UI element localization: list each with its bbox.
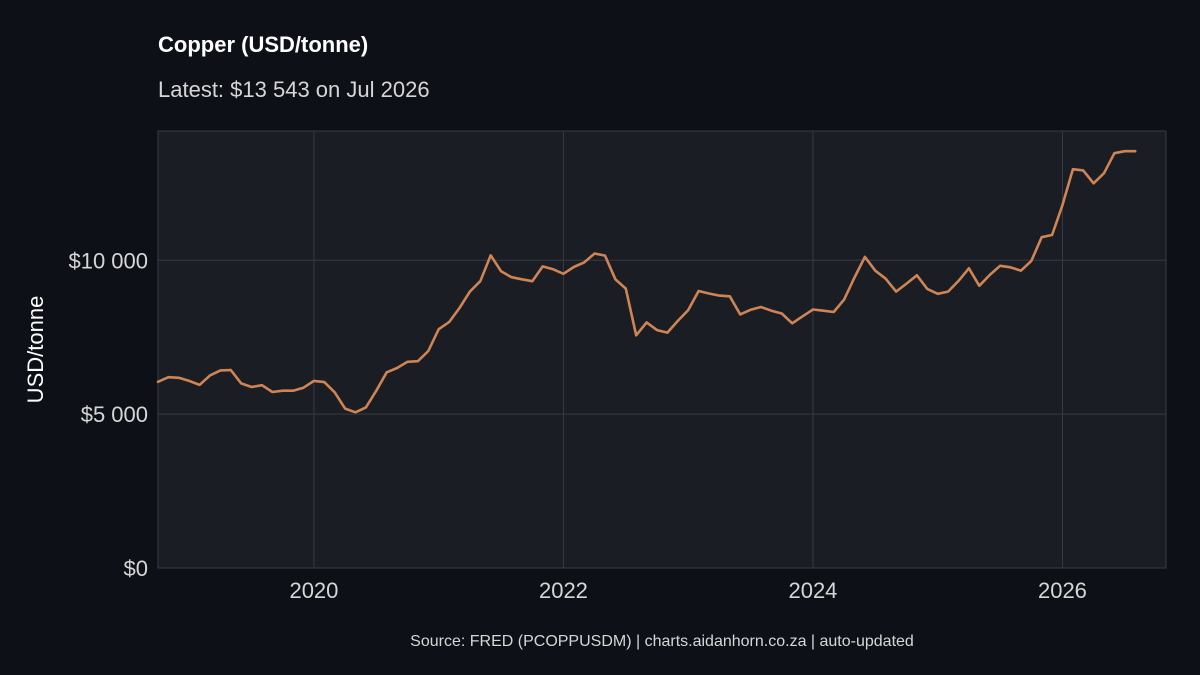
x-tick-label: 2020	[289, 578, 338, 603]
y-tick-label: $0	[124, 556, 148, 581]
y-tick-label: $5 000	[81, 402, 148, 427]
chart-caption: Source: FRED (PCOPPUSDM) | charts.aidanh…	[410, 633, 914, 650]
x-tick-label: 2022	[539, 578, 588, 603]
chart-subtitle: Latest: $13 543 on Jul 2026	[158, 77, 430, 102]
y-tick-label: $10 000	[68, 248, 148, 273]
plot-panel	[157, 130, 1167, 569]
series-line	[156, 149, 1137, 414]
x-tick-label: 2026	[1038, 578, 1087, 603]
x-tick-label: 2024	[788, 578, 837, 603]
chart-title: Copper (USD/tonne)	[158, 32, 369, 57]
y-axis-label: USD/tonne	[23, 296, 48, 404]
